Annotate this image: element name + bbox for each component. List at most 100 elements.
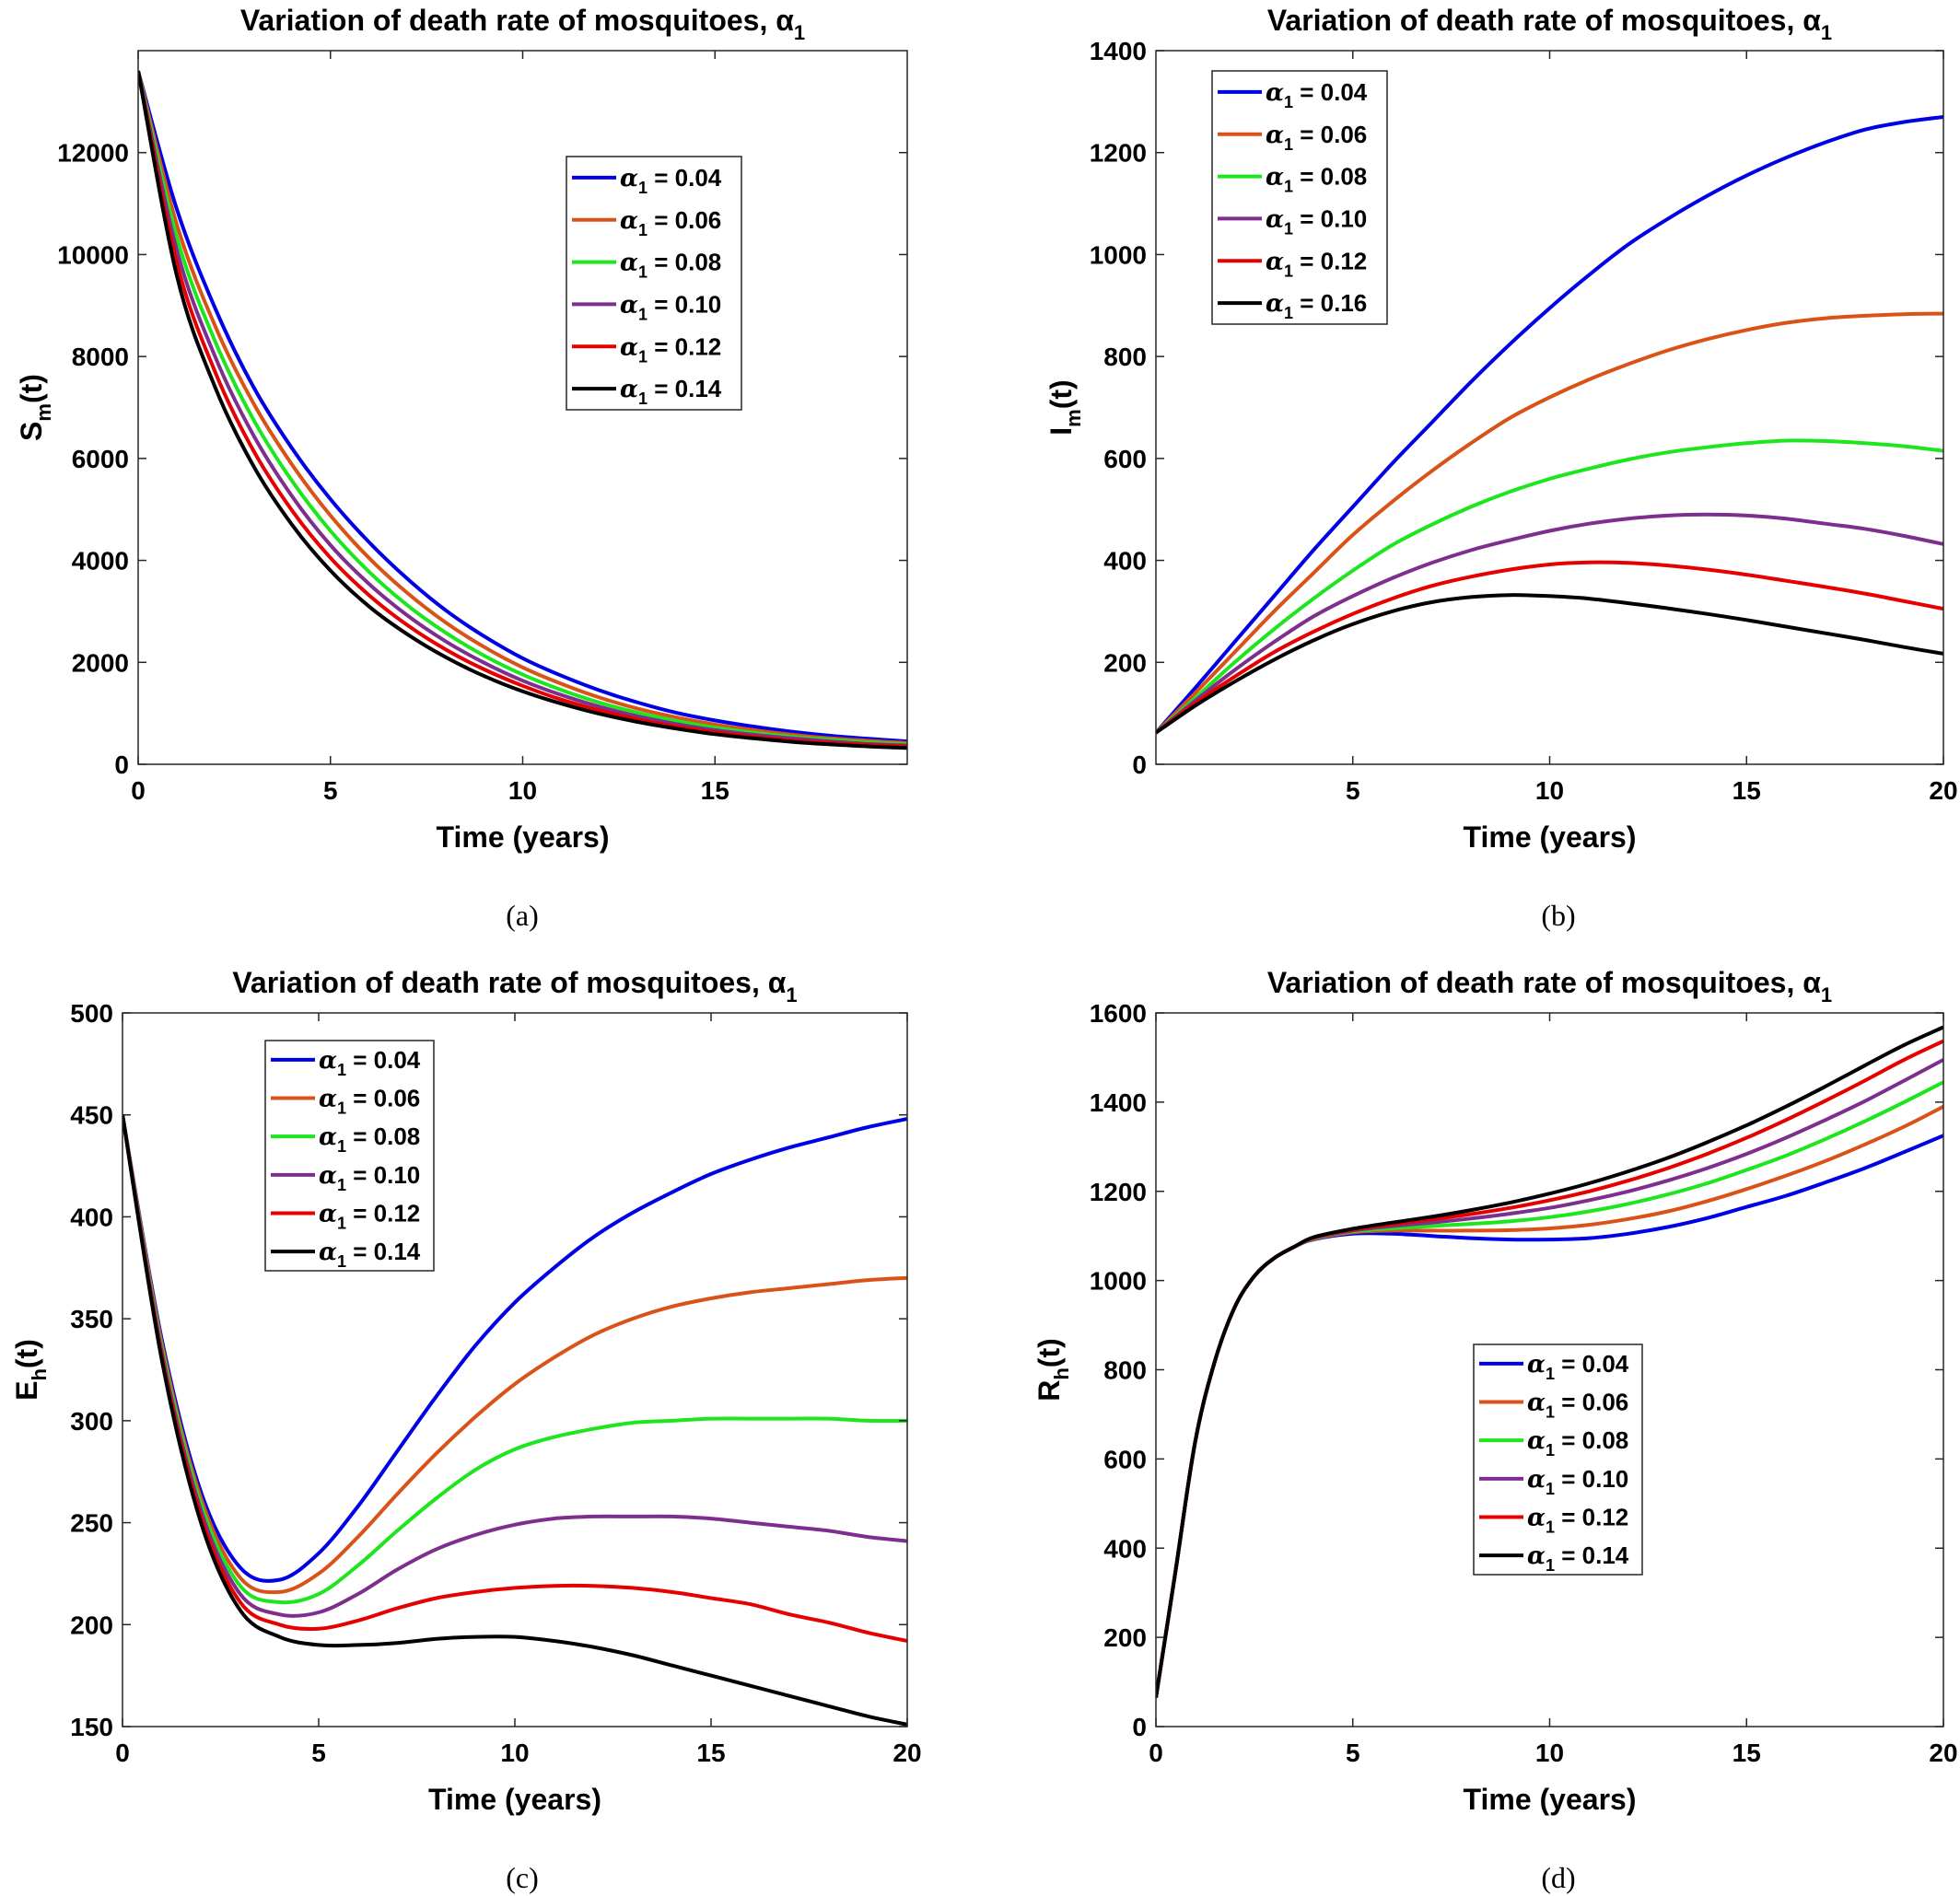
plot-frame [122, 1012, 908, 1727]
series-group [1156, 1025, 1943, 1698]
y-tick-label: 4000 [72, 547, 129, 576]
panel-caption: (a) [506, 899, 539, 932]
y-tick-label: 500 [70, 999, 113, 1028]
y-tick-label: 400 [70, 1203, 113, 1231]
series-line-1 [1156, 311, 1943, 735]
series-line-3 [122, 1114, 907, 1618]
x-tick-label: 10 [1535, 776, 1564, 805]
x-tick-label: 10 [1535, 1739, 1564, 1767]
legend-label: α1 = 0.08 [1527, 1426, 1628, 1460]
legend-label: α1 = 0.04 [319, 1046, 421, 1079]
y-tick-label: 1400 [1090, 37, 1147, 65]
x-tick-label: 15 [1732, 776, 1761, 805]
legend-label: α1 = 0.06 [319, 1085, 420, 1118]
legend-label: α1 = 0.06 [1266, 121, 1367, 154]
series-line-2 [1156, 438, 1943, 735]
y-tick-label: 10000 [57, 240, 129, 269]
series-line-0 [122, 1114, 907, 1583]
y-tick-label: 200 [1103, 1623, 1147, 1652]
y-tick-label: 0 [1132, 1713, 1147, 1741]
y-tick-label: 250 [70, 1509, 113, 1538]
y-tick-label: 350 [70, 1305, 113, 1333]
series-line-2 [138, 70, 907, 747]
panel-caption: (c) [506, 1861, 539, 1894]
y-tick-label: 0 [114, 750, 129, 779]
y-axis-label: Sm(t) [15, 374, 55, 441]
panel-caption: (b) [1541, 899, 1575, 932]
panel-d: 0 5 10 15 2002004006008001000120014001600Var… [1032, 966, 1958, 1894]
legend: α1 = 0.04 α1 = 0.06 α1 = 0.08 α1 = 0.10 α1 =… [1211, 70, 1388, 325]
x-axis-label: Time (years) [428, 1783, 601, 1816]
y-axis-label: Eh(t) [10, 1339, 51, 1401]
series-line-4 [122, 1114, 907, 1643]
x-tick-label: 5 [323, 776, 338, 805]
legend-label: α1 = 0.16 [1266, 289, 1367, 322]
series-line-4 [1156, 560, 1943, 735]
y-tick-label: 1000 [1090, 1267, 1147, 1296]
y-tick-label: 12000 [57, 139, 129, 168]
legend-label: α1 = 0.12 [319, 1200, 420, 1233]
panel-c: 0 5 10 15 20 150 200 250 300 350 400 450 500 Variatio… [10, 966, 922, 1894]
legend-label: α1 = 0.10 [1527, 1465, 1628, 1498]
legend-label: α1 = 0.10 [319, 1161, 420, 1194]
y-tick-label: 1200 [1090, 139, 1147, 168]
y-tick-label: 0 [1132, 750, 1147, 779]
y-tick-label: 2000 [72, 648, 129, 677]
panel-b: 5 10 15 200200400600800100012001400Variatio… [1044, 4, 1958, 932]
y-tick-label: 800 [1103, 343, 1147, 371]
y-tick-label: 600 [1103, 445, 1147, 473]
y-tick-label: 1200 [1090, 1178, 1147, 1206]
chart-title: Variation of death rate of mosquitoes, α… [232, 966, 797, 1006]
panel-a: 0 5 10 15 0 2000 4000 6000 8000 10000 12000 Variati… [15, 4, 908, 932]
x-axis-label: Time (years) [437, 820, 610, 854]
legend-label: α1 = 0.14 [319, 1238, 421, 1271]
x-tick-label: 5 [1346, 776, 1360, 805]
y-tick-label: 8000 [72, 343, 129, 371]
series-line-1 [122, 1114, 907, 1595]
legend-label: α1 = 0.12 [620, 332, 721, 366]
series-line-1 [138, 70, 907, 745]
x-tick-label: 15 [1732, 1739, 1761, 1767]
series-group [122, 1114, 907, 1727]
series-line-5 [1156, 593, 1943, 735]
series-group [1156, 115, 1943, 735]
y-axis-label: Rh(t) [1032, 1338, 1073, 1402]
x-tick-label: 10 [508, 776, 537, 805]
legend-label: α1 = 0.12 [1527, 1504, 1628, 1537]
y-tick-label: 200 [1103, 648, 1147, 677]
legend-label: α1 = 0.10 [620, 290, 721, 323]
y-tick-label: 450 [70, 1101, 113, 1130]
legend-box [566, 156, 742, 411]
legend: α1 = 0.04 α1 = 0.06 α1 = 0.08 α1 = 0.10 α1 =… [566, 156, 742, 411]
y-axis-label: Im(t) [1044, 379, 1085, 435]
legend-box [1473, 1343, 1643, 1576]
x-tick-label: 15 [696, 1739, 725, 1767]
legend-label: α1 = 0.04 [1527, 1350, 1629, 1383]
legend-label: α1 = 0.10 [1266, 204, 1367, 238]
series-line-4 [138, 70, 907, 749]
series-line-5 [1156, 1025, 1943, 1698]
legend-label: α1 = 0.12 [1266, 247, 1367, 280]
series-line-5 [122, 1114, 907, 1727]
legend: α1 = 0.04 α1 = 0.06 α1 = 0.08 α1 = 0.10 α1 =… [264, 1040, 435, 1272]
legend-label: α1 = 0.08 [620, 249, 721, 282]
legend-label: α1 = 0.04 [1266, 78, 1368, 111]
x-tick-label: 20 [892, 1739, 921, 1767]
x-tick-label: 10 [500, 1739, 529, 1767]
legend-label: α1 = 0.08 [319, 1122, 420, 1156]
x-axis-label: Time (years) [1464, 820, 1637, 854]
y-tick-label: 400 [1103, 547, 1147, 576]
series-line-5 [138, 70, 907, 750]
x-tick-label: 5 [1346, 1739, 1360, 1767]
series-line-0 [1156, 115, 1943, 735]
x-tick-label: 20 [1929, 776, 1957, 805]
x-tick-label: 5 [311, 1739, 326, 1767]
y-tick-label: 200 [70, 1611, 113, 1639]
x-tick-label: 0 [115, 1739, 130, 1767]
y-tick-label: 150 [70, 1713, 113, 1741]
chart-title: Variation of death rate of mosquitoes, α… [1267, 4, 1832, 44]
x-tick-label: 15 [701, 776, 729, 805]
y-tick-label: 600 [1103, 1445, 1147, 1473]
legend-label: α1 = 0.14 [1527, 1541, 1629, 1575]
